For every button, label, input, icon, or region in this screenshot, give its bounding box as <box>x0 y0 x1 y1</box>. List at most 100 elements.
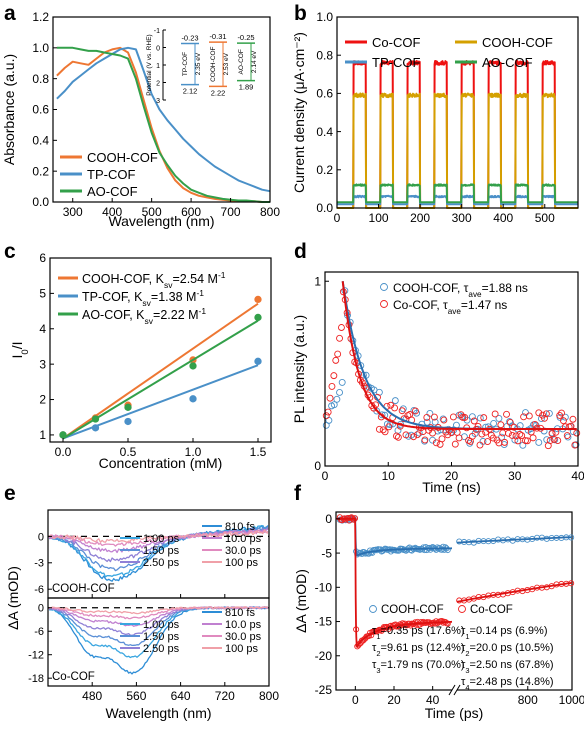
series-line-AO-COF <box>336 183 579 204</box>
text-part: -1 <box>196 288 204 298</box>
text-part: =1.47 ns <box>461 298 507 312</box>
inset-gap-COOH-COF: 2.53 eV <box>223 52 230 75</box>
text-part: τ <box>461 625 466 637</box>
x-tick-label: 40 <box>426 693 440 707</box>
y-axis-label: ΔA (mOD) <box>5 566 21 630</box>
data-point-Co-COF, τ <box>375 425 383 433</box>
fit-line-COOH-COF <box>456 536 573 544</box>
legend-label-10.0 ps: 10.0 ps <box>225 619 262 631</box>
panel-label-c: c <box>4 240 16 263</box>
data-point-TP-COF, K <box>189 395 197 403</box>
legend-label-1.50 ps: 1.50 ps <box>143 631 180 643</box>
text-part: =2.54 M <box>172 272 218 286</box>
data-point-COOH-COF, τ <box>482 423 490 431</box>
data-point-Co-COF, τ <box>560 417 567 425</box>
data-point-Co-COF, τ <box>394 433 402 441</box>
legend-label-AO-COF, K: AO-COF, Ksv=2.22 M-1 <box>82 306 206 326</box>
text-part: =2.50 ns (67.8%) <box>470 659 554 671</box>
data-point-Co-COF, τ <box>413 431 421 439</box>
series-line-AO-COF <box>56 46 270 203</box>
x-tick-label: 100 <box>369 211 389 225</box>
y-tick-label: 4 <box>39 322 46 336</box>
legend-label-AO-COF: AO-COF <box>482 55 533 70</box>
y-tick-label: 1.2 <box>32 10 49 24</box>
panel-label-a: a <box>4 2 16 25</box>
plot-frame-c <box>49 257 272 443</box>
text-part: ave <box>448 307 462 316</box>
inset-tick-label: 2 <box>156 81 160 88</box>
data-point-Co-COF, τ <box>478 430 486 438</box>
y-tick-label: -6 <box>34 584 44 596</box>
data-point-Co-COF, τ <box>410 433 417 441</box>
legend-marker-Co-COF, τ <box>380 300 388 308</box>
y-tick-label: 0.2 <box>32 164 49 178</box>
text-part: τ <box>461 659 466 671</box>
data-point-COOH-COF, τ <box>431 418 439 426</box>
data-point-Co-COF, τ <box>440 416 448 424</box>
data-point-COOH-COF, τ <box>545 409 553 417</box>
inset-gap-TP-COF: 2.35 eV <box>195 52 202 75</box>
plot-frame-a <box>52 16 271 203</box>
text-part: I <box>9 355 25 359</box>
x-tick-label: 400 <box>493 211 513 225</box>
text-part: 2 <box>465 649 469 658</box>
x-axis-label: Wavelength (nm) <box>108 213 214 229</box>
data-point-COOH-COF, τ <box>490 419 498 427</box>
data-point-Co-COF, τ <box>324 408 332 416</box>
legend-label-2.50 ps: 2.50 ps <box>143 643 180 655</box>
text-part: =1.79 ns (70.0%) <box>381 659 465 671</box>
text-part: =1.38 M <box>151 290 197 304</box>
fit-param-Co-COF: τ1=0.14 ps (6.9%) <box>461 625 547 641</box>
data-point-COOH-COF, τ <box>336 389 343 396</box>
data-point-Co-COF, τ <box>385 423 393 431</box>
data-point-Co-COF <box>413 621 420 628</box>
text-part: COOH-COF, K <box>82 272 165 286</box>
x-axis-label: Wavelength (nm) <box>105 705 211 721</box>
data-point-COOH-COF, τ <box>439 415 447 423</box>
panel-label-d: d <box>294 240 307 263</box>
legend-label-2.50 ps: 2.50 ps <box>143 557 180 569</box>
data-point-COOH-COF <box>444 546 451 554</box>
y-axis-label: Absorbance (a.u.) <box>1 54 17 165</box>
y-tick-label: 5 <box>39 287 46 301</box>
inset-tick-label: -1 <box>154 28 160 35</box>
text-part: 4 <box>465 683 469 692</box>
data-point-Co-COF, τ <box>421 436 429 444</box>
y-axis-label: PL intensity (a.u.) <box>291 315 307 423</box>
legend-label-1.50 ps: 1.50 ps <box>143 545 180 557</box>
subplot-name-Co-COF: Co-COF <box>52 671 95 683</box>
y-tick-label: -5 <box>321 546 332 560</box>
data-point-Co-COF, τ <box>322 412 330 420</box>
data-point-Co-COF, τ <box>508 431 516 439</box>
text-part: Co-COF, τ <box>393 298 448 312</box>
inset-name-AO-COF: AO-COF <box>238 49 245 74</box>
data-point-Co-COF, τ <box>330 372 338 380</box>
data-point-Co-COF, τ <box>430 413 438 421</box>
fit-line-Co-COF <box>456 581 573 603</box>
data-point-Co-COF, τ <box>476 441 484 449</box>
data-point-Co-COF, τ <box>573 429 581 437</box>
y-tick-label: -25 <box>315 683 333 697</box>
text-part: 1 <box>465 632 469 641</box>
data-point-COOH-COF, τ <box>551 436 559 444</box>
y-tick-label: 1.0 <box>316 10 333 24</box>
data-point-Co-COF, τ <box>518 432 526 440</box>
x-tick-label: 0 <box>334 211 341 225</box>
data-point-AO-COF, K <box>189 362 197 370</box>
x-tick-label: 0 <box>322 469 329 483</box>
legend-label-COOH-COF: COOH-COF <box>381 604 444 616</box>
data-point-Co-COF, τ <box>514 437 522 445</box>
y-tick-label: 0.4 <box>32 134 49 148</box>
legend-label-TP-COF: TP-COF <box>87 167 135 182</box>
text-part: COOH-COF, τ <box>393 281 469 295</box>
data-point-COOH-COF, τ <box>468 413 476 421</box>
data-point-Co-COF, τ <box>429 429 436 437</box>
panel-label-f: f <box>294 482 302 505</box>
data-point-Co-COF, τ <box>480 414 488 422</box>
text-part: /I <box>9 342 25 350</box>
data-point-COOH-COF <box>440 543 447 550</box>
x-tick-label: 720 <box>215 689 235 703</box>
data-point-AO-COF, K <box>124 403 132 411</box>
legend-marker-COOH-COF, τ <box>380 283 388 291</box>
inset-name-TP-COF: TP-COF <box>182 52 189 76</box>
